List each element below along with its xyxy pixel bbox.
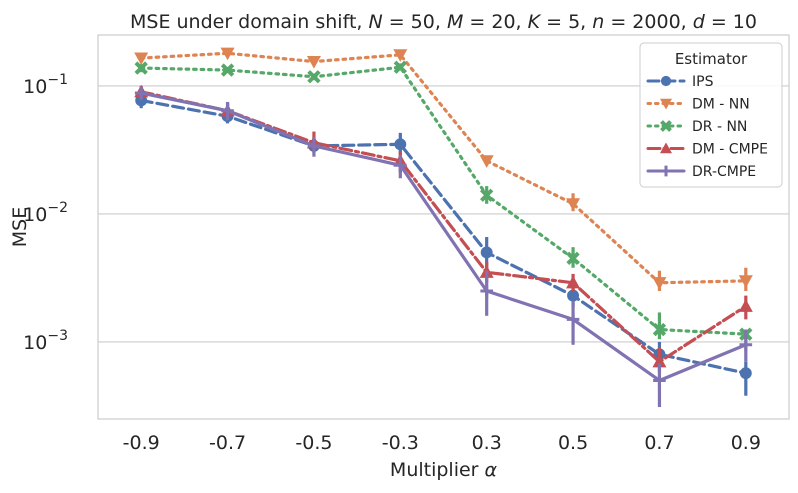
- marker-x: [660, 120, 672, 132]
- legend-label: DM - NN: [692, 97, 750, 113]
- legend-label: DR - NN: [692, 119, 747, 135]
- y-tick-label: 10−1: [23, 72, 68, 98]
- marker-triangle-up: [660, 142, 672, 154]
- y-axis-label: MSE: [9, 207, 31, 247]
- series-line: [139, 91, 748, 383]
- marker-triangle-down: [479, 155, 494, 168]
- marker-x: [134, 61, 148, 75]
- marker-x: [393, 60, 407, 74]
- x-tick-label: -0.5: [295, 432, 332, 454]
- series-dr-cmpe: [134, 86, 753, 408]
- marker-plus: [480, 284, 493, 298]
- marker-x: [307, 70, 321, 84]
- marker-plus: [394, 158, 407, 172]
- series-line: [139, 98, 748, 375]
- marker-x: [652, 322, 667, 337]
- legend-entry: DR-CMPE: [646, 164, 756, 180]
- marker-triangle-up: [566, 275, 581, 289]
- marker-triangle-down: [393, 49, 408, 62]
- series-line: [139, 51, 748, 285]
- marker-x: [220, 63, 235, 77]
- x-tick-label: 0.3: [472, 432, 502, 454]
- legend-entry: IPS: [646, 74, 714, 90]
- series-dm-nn: [134, 47, 753, 291]
- marker-circle: [660, 75, 672, 87]
- y-tick-label: 10−2: [23, 200, 68, 226]
- x-tick-label: 0.7: [644, 432, 674, 454]
- marker-triangle-up: [652, 354, 667, 368]
- x-tick-label: -0.3: [382, 432, 419, 454]
- marker-x: [566, 251, 580, 265]
- marker-triangle-up: [738, 299, 753, 312]
- legend-entry: DR - NN: [646, 119, 747, 135]
- marker-plus: [660, 165, 672, 177]
- marker-plus: [221, 104, 234, 118]
- legend-entry: DM - CMPE: [646, 142, 768, 158]
- legend: Estimator IPS DM - NN DR - NN DM - CMPE DR-C…: [639, 42, 783, 188]
- series-layer: [134, 47, 753, 408]
- x-tick-label: -0.9: [123, 432, 160, 454]
- series-line: [139, 65, 748, 336]
- marker-circle: [394, 138, 407, 151]
- marker-circle: [567, 289, 580, 302]
- legend-label: DR-CMPE: [692, 164, 756, 180]
- marker-circle: [135, 94, 148, 107]
- y-tick-labels: 10−1 10−2 10−3: [23, 72, 68, 354]
- x-axis-label: Multiplier α: [390, 459, 498, 481]
- marker-circle: [480, 246, 493, 259]
- legend-box: [639, 42, 783, 188]
- chart-title: MSE under domain shift, N = 50, M = 20, …: [130, 11, 757, 33]
- marker-triangle-down: [306, 55, 321, 69]
- legend-label: DM - CMPE: [692, 142, 768, 158]
- marker-triangle-down: [652, 277, 667, 290]
- marker-plus: [134, 86, 148, 100]
- legend-entries: IPS DM - NN DR - NN DM - CMPE DR-CMPE: [646, 74, 768, 180]
- marker-plus: [653, 374, 666, 387]
- marker-triangle-down: [660, 98, 672, 110]
- marker-triangle-down: [566, 198, 581, 211]
- marker-circle: [739, 367, 752, 380]
- x-tick-label: 0.9: [731, 432, 761, 454]
- legend-label: IPS: [692, 74, 714, 90]
- marker-triangle-down: [134, 52, 149, 66]
- series-dr-nn: [134, 60, 753, 341]
- x-tick-label: -0.7: [209, 432, 246, 454]
- marker-plus: [307, 139, 321, 153]
- marker-plus: [739, 338, 753, 352]
- x-tick-label: 0.5: [558, 432, 588, 454]
- legend-title: Estimator: [675, 50, 748, 68]
- legend-entry: DM - NN: [646, 97, 750, 113]
- marker-plus: [566, 313, 580, 326]
- y-tick-label: 10−3: [23, 328, 68, 354]
- marker-triangle-down: [220, 47, 235, 61]
- x-tick-labels: -0.9 -0.7 -0.5 -0.3 0.3 0.5 0.7 0.9: [123, 432, 761, 454]
- marker-triangle-down: [738, 275, 753, 288]
- marker-x: [480, 188, 494, 202]
